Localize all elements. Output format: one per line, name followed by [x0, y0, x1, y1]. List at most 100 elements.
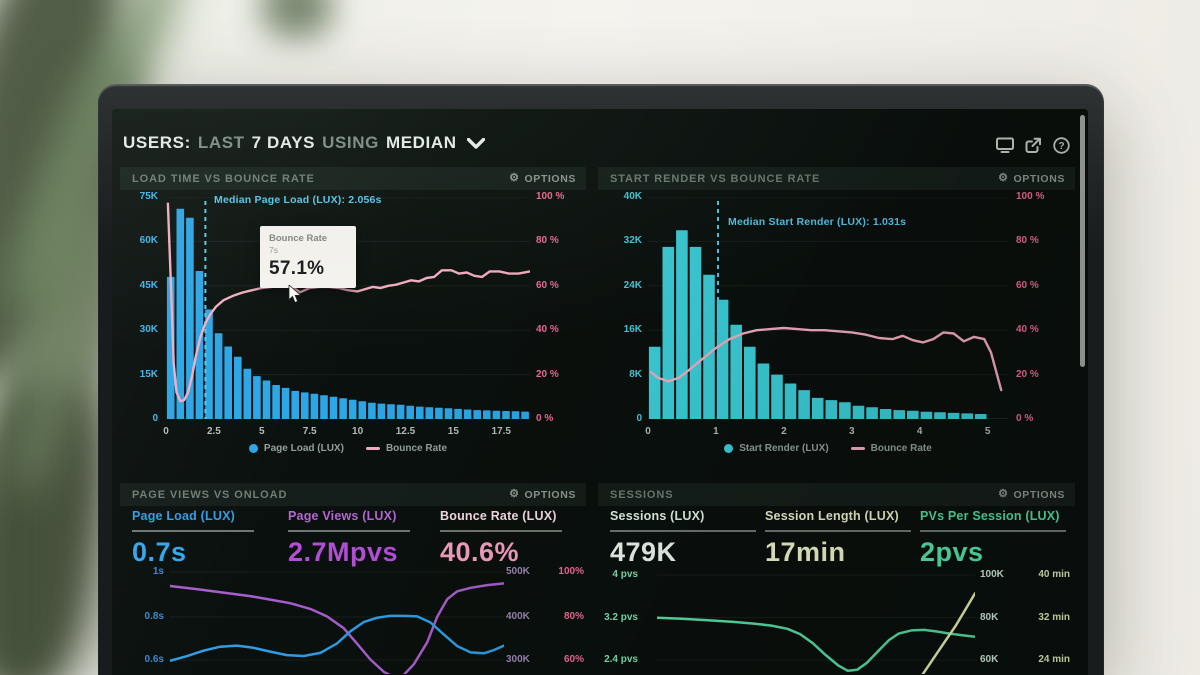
y-axis-right-tick: 60 %	[1016, 279, 1039, 291]
panel-title: START RENDER VS BOUNCE RATE	[610, 172, 821, 185]
x-axis-tick: 3	[848, 426, 855, 437]
gear-icon: ⚙	[509, 172, 520, 184]
legend: Start Render (LUX) Bounce Rate	[648, 443, 1008, 454]
header-title-segment: 7 DAYS	[251, 133, 316, 152]
y-axis-left-tick: 15K	[139, 368, 158, 380]
y-axis-left-tick: 16K	[623, 324, 642, 336]
metric-label: Sessions (LUX)	[610, 509, 705, 523]
options-button[interactable]: ⚙ OPTIONS	[998, 488, 1065, 501]
metric-label: Page Views (LUX)	[288, 509, 397, 523]
y-axis-right-tick: 80 %	[536, 235, 559, 247]
x-axis-tick: 0	[163, 426, 169, 437]
dot-marker-icon	[724, 444, 734, 453]
metric-value: 479K	[610, 537, 677, 567]
x-axis-tick: 5	[984, 426, 991, 437]
panel-title: LOAD TIME VS BOUNCE RATE	[132, 172, 315, 185]
metric-value: 40.6%	[440, 537, 520, 567]
header-title-segment: MEDIAN	[385, 133, 457, 152]
mini-right-tick: 60K 24 min	[980, 654, 1070, 665]
x-axis-tick: 17.5	[491, 426, 511, 437]
metric-sessions: Sessions (LUX) 479K	[610, 509, 760, 568]
mini-right-tick: 80K 32 min	[980, 611, 1070, 623]
help-icon[interactable]: ?	[1052, 136, 1070, 154]
x-axis-tick: 7.5	[302, 426, 317, 437]
metric-underline	[440, 530, 562, 532]
gear-icon: ⚙	[998, 488, 1009, 500]
mini-left-tick: 4 pvs	[612, 569, 638, 580]
gear-icon: ⚙	[509, 488, 520, 500]
y-axis-left-tick: 40K	[623, 191, 642, 202]
x-axis-tick: 2	[781, 426, 787, 437]
header-title-segment: USING	[322, 133, 379, 152]
options-button[interactable]: ⚙ OPTIONS	[998, 172, 1065, 185]
mini-left-tick: 1s	[152, 566, 164, 577]
metric-label: PVs Per Session (LUX)	[920, 509, 1060, 523]
metric-page-load: Page Load (LUX) 0.7s	[132, 509, 282, 568]
header-title-segment: USERS:	[123, 133, 191, 152]
page-views-vs-onload-chart[interactable]	[170, 564, 504, 674]
median-page-load-label: Median Page Load (LUX): 2.056s	[214, 194, 382, 206]
line-marker-icon	[850, 447, 865, 450]
y-axis-left-tick: 0	[152, 413, 158, 424]
dashboard-screen: USERS: LAST 7 DAYS USING MEDIAN ?	[112, 109, 1088, 675]
y-axis-left-tick: 45K	[139, 279, 158, 291]
legend-item: Start Render (LUX)	[724, 443, 829, 454]
panel-title: SESSIONS	[610, 488, 674, 501]
options-button[interactable]: ⚙ OPTIONS	[509, 488, 576, 501]
dot-marker-icon	[248, 444, 258, 453]
y-axis-right-tick: 100 %	[536, 191, 565, 202]
x-axis-tick: 15	[447, 426, 459, 437]
y-axis-right-tick: 20 %	[1016, 368, 1039, 380]
y-axis-right-tick: 0 %	[536, 413, 554, 424]
metric-bounce-rate: Bounce Rate (LUX) 40.6%	[440, 509, 590, 568]
metric-value: 17min	[765, 537, 846, 567]
x-axis-tick: 2.5	[206, 426, 221, 437]
start-render-histogram-chart[interactable]	[648, 197, 1008, 419]
mini-left-tick: 0.8s	[144, 611, 164, 622]
metric-label: Page Load (LUX)	[132, 509, 236, 523]
mini-right-tick: 300K 60%	[506, 654, 584, 665]
header-title-segment: LAST	[197, 133, 245, 152]
x-axis-tick: 5	[259, 426, 265, 437]
display-icon[interactable]	[996, 136, 1014, 154]
tooltip-title: Bounce Rate	[269, 233, 328, 244]
scrollbar-thumb[interactable]	[1080, 115, 1085, 367]
mini-left-tick: 0.6s	[144, 654, 164, 665]
sessions-chart[interactable]	[657, 564, 975, 674]
legend: Page Load (LUX) Bounce Rate	[166, 443, 530, 454]
share-export-icon[interactable]	[1024, 136, 1042, 154]
mini-left-tick: 3.2 pvs	[604, 611, 638, 623]
mini-right-tick: 500K 100%	[506, 566, 584, 577]
bounce-rate-tooltip: Bounce Rate 7s 57.1%	[260, 226, 356, 288]
metric-underline	[288, 530, 410, 532]
tooltip-value: 57.1%	[269, 258, 325, 279]
legend-item: Bounce Rate	[850, 443, 932, 454]
metric-underline	[920, 530, 1066, 532]
metric-underline	[610, 530, 756, 532]
y-axis-right-tick: 40 %	[1016, 324, 1039, 336]
legend-item: Page Load (LUX)	[248, 443, 344, 454]
metric-value: 2.7Mpvs	[288, 537, 399, 567]
x-axis-tick: 10	[352, 426, 364, 437]
y-axis-right-tick: 60 %	[536, 279, 559, 291]
mini-left-tick: 2.4 pvs	[604, 654, 638, 665]
metric-value: 0.7s	[132, 537, 187, 567]
y-axis-right-tick: 40 %	[536, 324, 559, 336]
y-axis-right-tick: 100 %	[1016, 191, 1045, 202]
y-axis-left-tick: 32K	[623, 235, 642, 247]
y-axis-left-tick: 60K	[139, 235, 158, 247]
legend-item: Bounce Rate	[365, 443, 447, 454]
x-axis-tick: 0	[645, 426, 651, 437]
users-range-dropdown[interactable]: USERS: LAST 7 DAYS USING MEDIAN	[123, 133, 485, 153]
panel-title: PAGE VIEWS VS ONLOAD	[132, 488, 288, 501]
metric-session-length: Session Length (LUX) 17min	[765, 509, 915, 568]
metric-page-views: Page Views (LUX) 2.7Mpvs	[288, 509, 438, 568]
svg-text:?: ?	[1058, 141, 1064, 152]
options-button[interactable]: ⚙ OPTIONS	[509, 172, 576, 185]
metric-underline	[132, 530, 254, 532]
metric-value: 2pvs	[920, 537, 984, 567]
line-marker-icon	[365, 447, 380, 450]
x-axis-tick: 4	[916, 426, 923, 437]
load-time-histogram-chart[interactable]	[166, 197, 530, 419]
